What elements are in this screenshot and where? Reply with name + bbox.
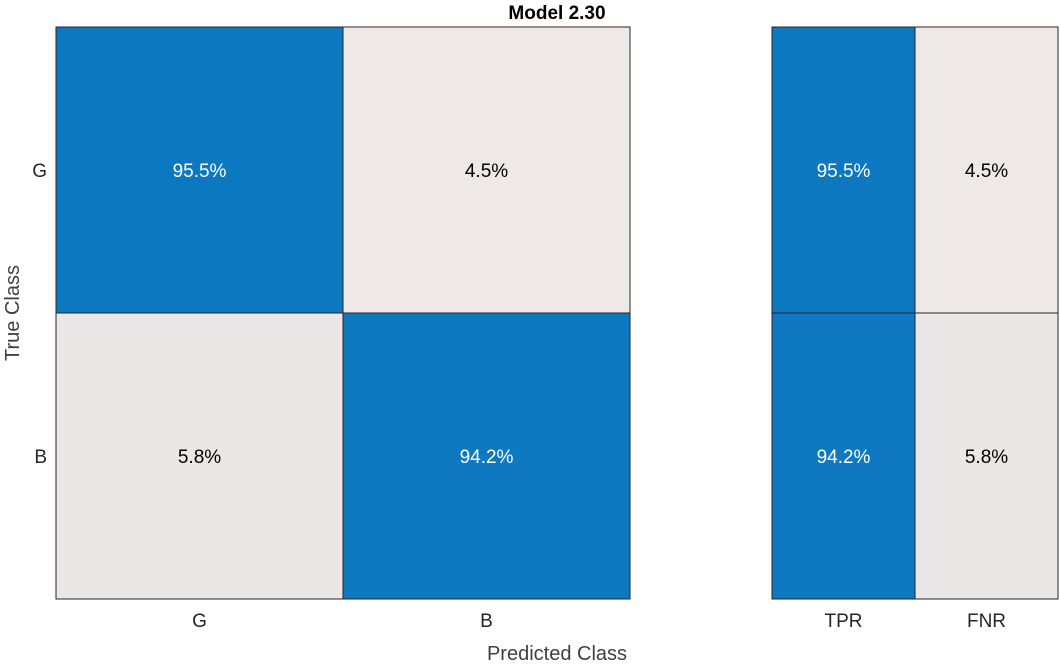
summary-cell-fnr-G — [914, 26, 1059, 314]
matrix-cell-B-B — [342, 312, 631, 600]
summary-cell-tpr-G — [771, 26, 916, 314]
summary-x-tick-label-tpr: TPR — [825, 611, 863, 632]
summary-cell-tpr-B — [771, 312, 916, 600]
matrix-cell-label: 5.8% — [178, 447, 221, 468]
matrix-cell-B-G — [55, 312, 344, 600]
y-tick-label-B: B — [34, 447, 47, 468]
matrix-cell-label: 95.5% — [173, 161, 227, 182]
summary-x-tick-label-fnr: FNR — [967, 611, 1006, 632]
x-tick-label-B: B — [480, 611, 493, 632]
matrix-cell-label: 94.2% — [460, 447, 514, 468]
matrix-cell-label: 4.5% — [465, 161, 508, 182]
summary-cell-label: 94.2% — [817, 447, 871, 468]
confusion-matrix: 95.5% 4.5% G 5.8% 94.2% B G B — [32, 26, 631, 632]
x-tick-label-G: G — [192, 611, 207, 632]
matrix-cell-G-G — [55, 26, 344, 314]
y-axis-label: True Class — [2, 265, 24, 361]
chart-title: Model 2.30 — [508, 3, 605, 24]
y-tick-label-G: G — [32, 161, 47, 182]
matrix-cell-G-B — [342, 26, 631, 314]
summary-cell-label: 5.8% — [965, 447, 1008, 468]
summary-cell-fnr-B — [914, 312, 1059, 600]
row-summary-matrix: 95.5% 4.5% 94.2% 5.8% TPR FNR — [771, 26, 1059, 632]
summary-cell-label: 4.5% — [965, 161, 1008, 182]
summary-cell-label: 95.5% — [817, 161, 871, 182]
x-axis-label: Predicted Class — [487, 643, 627, 663]
